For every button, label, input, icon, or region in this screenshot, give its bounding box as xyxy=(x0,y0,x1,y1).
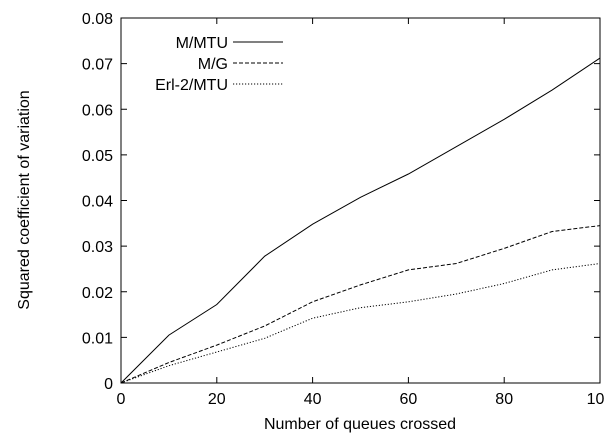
y-tick-label: 0.05 xyxy=(82,148,113,165)
y-tick-label: 0.01 xyxy=(82,330,113,347)
x-tick-labels: 0 20 40 60 80 100 xyxy=(117,391,605,408)
y-axis-title: Squared coefficient of variation xyxy=(16,90,33,309)
series-lines xyxy=(120,57,601,384)
y-tick-label: 0.07 xyxy=(82,57,113,74)
x-axis-title: Number of queues crossed xyxy=(264,416,456,433)
x-tick-label: 60 xyxy=(400,391,418,408)
y-tick-label: 0.08 xyxy=(82,11,113,28)
series-line-m-mtu xyxy=(120,57,601,384)
x-tick-label: 40 xyxy=(304,391,322,408)
legend-label: M/MTU xyxy=(176,35,228,52)
y-tick-labels: 0 0.01 0.02 0.03 0.04 0.05 0.06 0.07 0.08 xyxy=(82,11,113,393)
series-line-m-g xyxy=(120,225,601,384)
legend: M/MTU M/G Erl-2/MTU xyxy=(155,35,283,94)
x-tick-label: 80 xyxy=(495,391,513,408)
x-tick-label: 20 xyxy=(208,391,226,408)
y-tick-label: 0 xyxy=(104,376,113,393)
x-tick-label: 100 xyxy=(587,391,605,408)
y-tick-label: 0.03 xyxy=(82,239,113,256)
legend-label: M/G xyxy=(198,56,228,73)
y-tick-label: 0.06 xyxy=(82,102,113,119)
y-tick-label: 0.02 xyxy=(82,285,113,302)
plot-frame xyxy=(120,17,601,384)
series-line-erl-2-mtu xyxy=(120,263,601,384)
y-tick-label: 0.04 xyxy=(82,194,113,211)
x-tick-label: 0 xyxy=(117,391,126,408)
axis-ticks xyxy=(120,17,601,384)
legend-label: Erl-2/MTU xyxy=(155,77,228,94)
